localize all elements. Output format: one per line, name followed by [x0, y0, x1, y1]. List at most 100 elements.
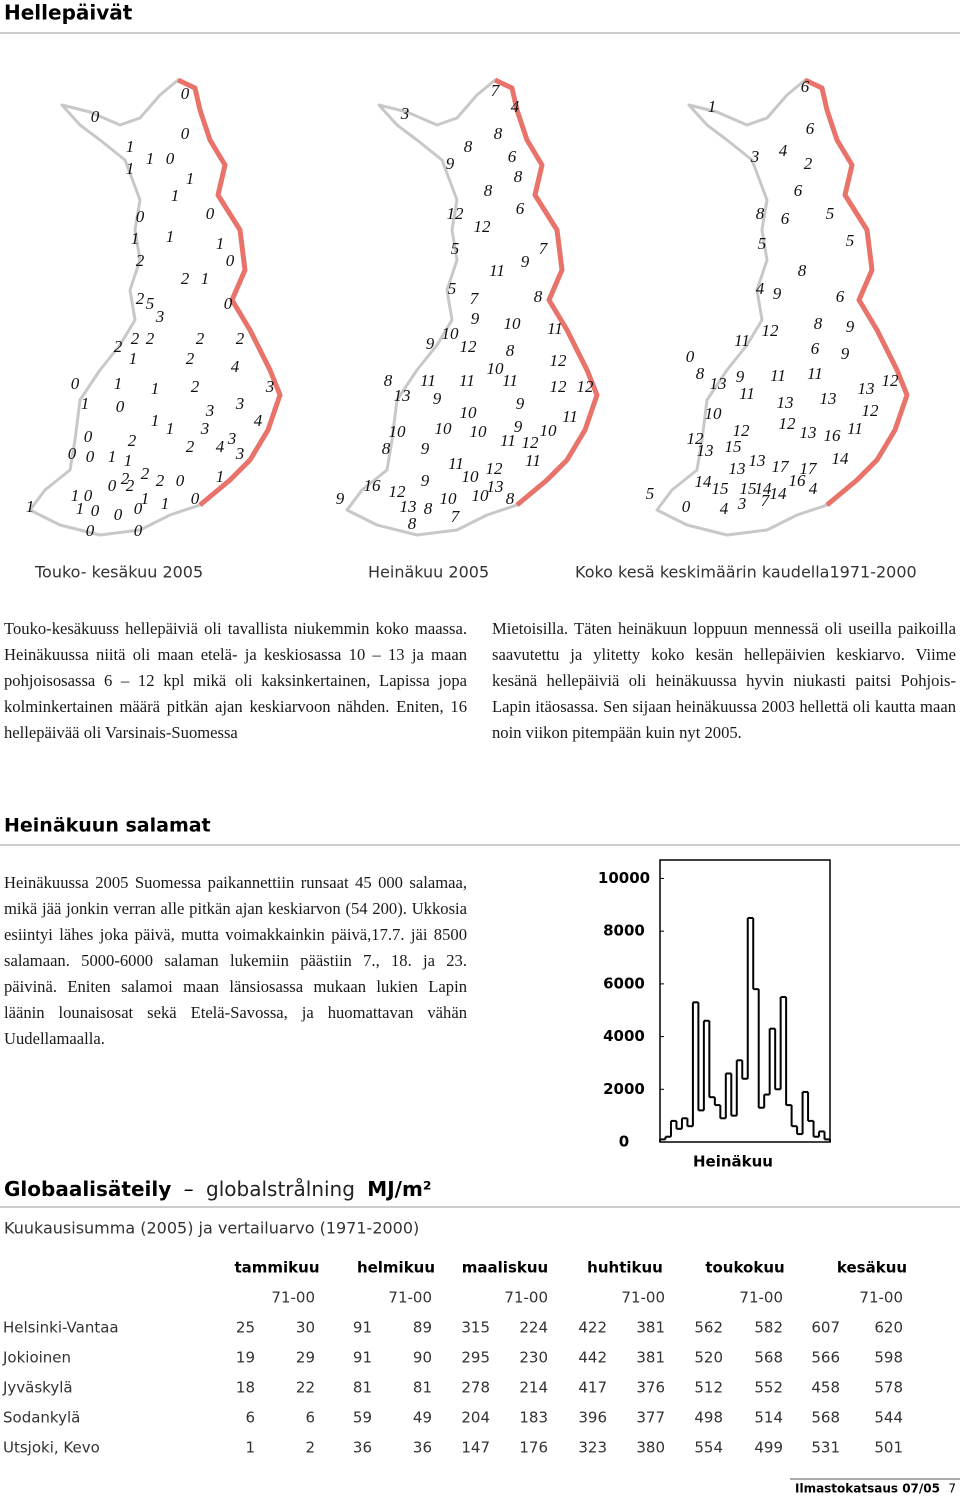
map-value: 0	[176, 471, 185, 490]
table-value: 499	[754, 1439, 783, 1457]
map-value: 4	[756, 279, 765, 298]
table-value: 230	[519, 1349, 548, 1367]
map-value: 7	[451, 507, 461, 526]
map-value: 10	[462, 467, 480, 486]
map-value: 5	[451, 239, 460, 258]
map-value: 12	[389, 482, 407, 501]
map-value: 2	[136, 289, 145, 308]
table-value: 214	[519, 1379, 548, 1397]
table-value: 422	[578, 1319, 607, 1337]
map-value: 0	[181, 124, 190, 143]
map-value: 12	[550, 377, 568, 396]
map-value: 12	[862, 401, 880, 420]
table-value: 30	[296, 1319, 315, 1337]
table-value: 2	[305, 1439, 315, 1457]
map-value: 8	[798, 261, 807, 280]
page-title: Hellepäivät	[4, 1, 133, 25]
table-value: 25	[236, 1319, 255, 1337]
map-value: 6	[806, 119, 815, 138]
map-value: 0	[134, 521, 143, 540]
map-value: 8	[484, 181, 493, 200]
map-value: 0	[226, 251, 235, 270]
map-value: 13	[749, 451, 766, 470]
map-value: 3	[235, 394, 245, 413]
map-value: 6	[781, 209, 790, 228]
map-value: 10	[470, 422, 488, 441]
map-value: 0	[84, 427, 93, 446]
map-value: 4	[254, 411, 263, 430]
map-value: 10	[504, 314, 522, 333]
map-value: 0	[224, 294, 233, 313]
table-value: 91	[353, 1349, 372, 1367]
table-value: 458	[811, 1379, 840, 1397]
map-value: 1	[126, 137, 135, 156]
map-value: 0	[86, 447, 95, 466]
map-value: 11	[420, 371, 436, 390]
map-value: 5	[448, 279, 457, 298]
table-value: 381	[636, 1319, 665, 1337]
map-value: 0	[108, 476, 117, 495]
map-value: 5	[826, 204, 835, 223]
map-value: 14	[770, 484, 788, 503]
map-value: 14	[755, 479, 773, 498]
table-value: 544	[874, 1409, 903, 1427]
footer-page: 7	[948, 1482, 956, 1496]
map-value: 9	[841, 344, 850, 363]
map-caption: Touko- kesäkuu 2005	[34, 563, 203, 582]
map-value: 13	[710, 374, 727, 393]
title-fi: Globaalisäteily	[4, 1177, 171, 1201]
reference-header: 71-00	[388, 1289, 432, 1307]
x-axis-label: Heinäkuu	[693, 1153, 773, 1171]
map-value: 13	[820, 389, 837, 408]
map-value: 15	[725, 437, 742, 456]
map-value: 10	[440, 489, 458, 508]
map-value: 4	[720, 499, 729, 518]
map-value: 8	[534, 287, 543, 306]
map-value: 9	[736, 367, 745, 386]
map-value: 2	[236, 329, 245, 348]
month-header: maaliskuu	[462, 1259, 548, 1277]
month-header: kesäkuu	[837, 1259, 907, 1277]
map-value: 13	[394, 386, 411, 405]
table-value: 620	[874, 1319, 903, 1337]
table-value: 59	[353, 1409, 372, 1427]
map-value: 9	[846, 317, 855, 336]
map-value: 16	[364, 476, 382, 495]
map-value: 5	[146, 294, 155, 313]
map-value: 11	[459, 371, 475, 390]
map-value: 8	[494, 124, 503, 143]
y-tick-label: 0	[619, 1133, 629, 1151]
map-value: 8	[814, 314, 823, 333]
map-value: 12	[474, 217, 492, 236]
map-value: 7	[491, 81, 501, 100]
map-value: 4	[511, 97, 520, 116]
map-value: 2	[126, 476, 135, 495]
map-value: 12	[522, 433, 540, 452]
map-value: 2	[141, 464, 150, 483]
map-value: 13	[729, 459, 746, 478]
map-value: 6	[516, 199, 525, 218]
map-value: 1	[166, 227, 175, 246]
map-value: 11	[525, 451, 541, 470]
map-value: 2	[156, 471, 165, 490]
map-value: 5	[646, 484, 655, 503]
month-header: tammikuu	[234, 1259, 319, 1277]
table-value: 578	[874, 1379, 903, 1397]
table-value: 380	[636, 1439, 665, 1457]
map-value: 4	[216, 437, 225, 456]
map-value: 8	[506, 341, 515, 360]
map-value: 9	[336, 489, 345, 508]
map-value: 15	[740, 479, 757, 498]
table-value: 81	[353, 1379, 372, 1397]
map-value: 11	[500, 431, 516, 450]
map-value: 8	[464, 137, 473, 156]
map-value: 1	[166, 419, 175, 438]
table-value: 1	[245, 1439, 255, 1457]
map-value: 11	[448, 454, 464, 473]
map-value: 9	[421, 439, 430, 458]
table-value: 18	[236, 1379, 255, 1397]
map-value: 2	[186, 437, 195, 456]
map-value: 17	[800, 459, 819, 478]
